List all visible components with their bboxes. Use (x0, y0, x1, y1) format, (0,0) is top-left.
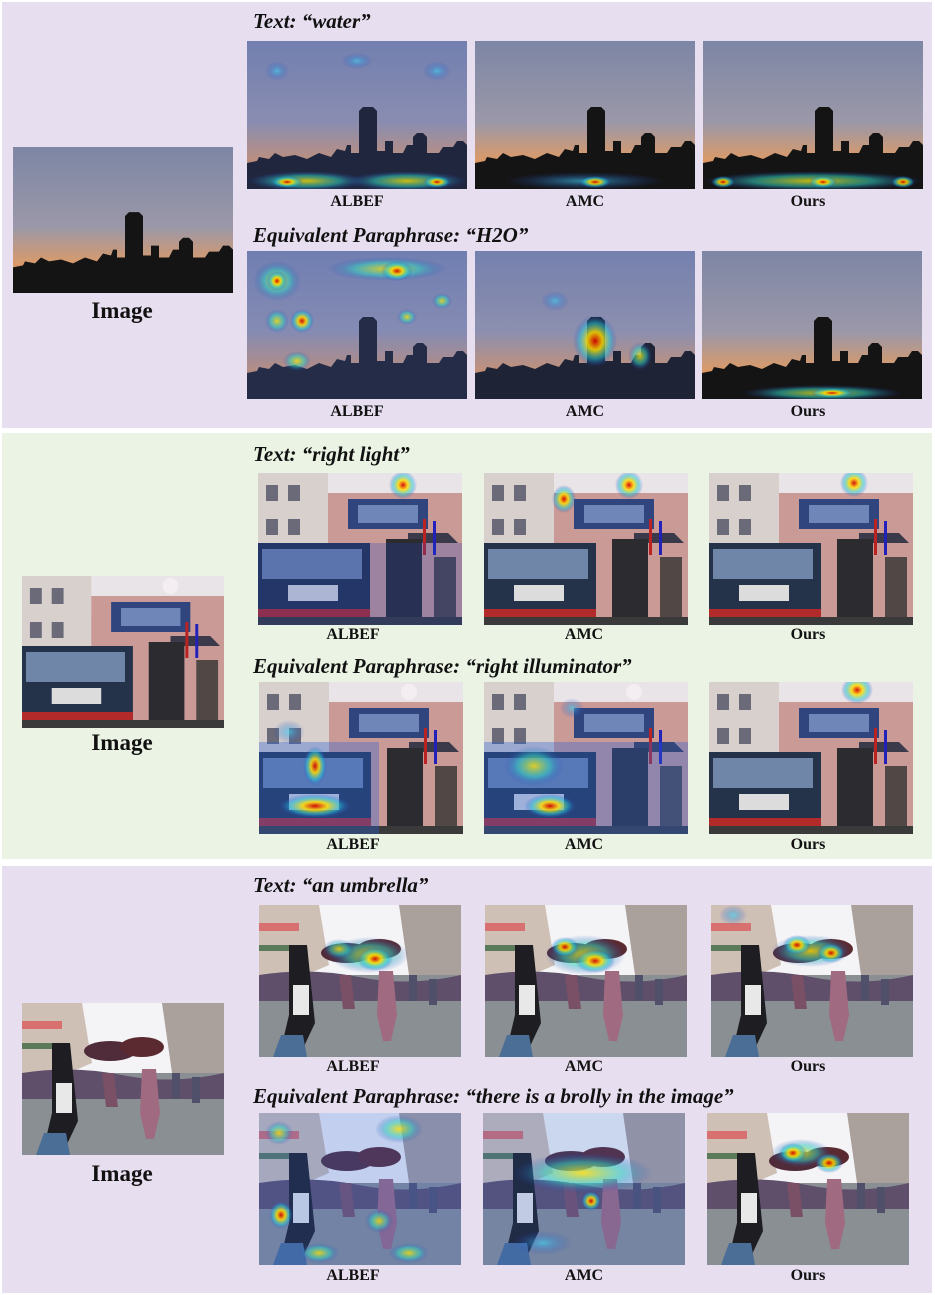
heatmap-albef (259, 1113, 461, 1265)
method-label-amc: AMC (565, 403, 605, 420)
method-label-ours: Ours (790, 1058, 826, 1075)
heatmap-ours (703, 41, 923, 189)
heatmap-ours (711, 905, 913, 1057)
heatmap-ours (709, 682, 913, 834)
source-image-city (13, 147, 233, 293)
paraphrase-heading: Equivalent Paraphrase: “there is a broll… (253, 1084, 734, 1108)
method-label-albef: ALBEF (326, 1267, 380, 1284)
heatmap-amc (485, 905, 687, 1057)
method-label-amc: AMC (565, 193, 605, 210)
heatmap-ours (707, 1113, 909, 1265)
method-label-amc: AMC (564, 1058, 604, 1075)
heatmap-albef (247, 251, 467, 399)
method-label-amc: AMC (564, 626, 604, 643)
heatmap-amc (484, 682, 688, 834)
heatmap-ours (702, 251, 922, 399)
heatmap-amc (483, 1113, 685, 1265)
heatmap-amc (484, 473, 688, 625)
image-caption: Image (91, 730, 153, 755)
method-label-amc: AMC (564, 836, 604, 853)
source-image-street (22, 576, 224, 728)
method-label-albef: ALBEF (330, 193, 384, 210)
method-label-amc: AMC (564, 1267, 604, 1284)
heatmap-amc (475, 251, 695, 399)
paraphrase-heading: Equivalent Paraphrase: “H2O” (253, 223, 529, 247)
heatmap-ours (709, 473, 913, 625)
method-label-ours: Ours (790, 1267, 826, 1284)
method-label-albef: ALBEF (326, 626, 380, 643)
paraphrase-heading: Equivalent Paraphrase: “right illuminato… (253, 654, 632, 678)
method-label-ours: Ours (790, 193, 826, 210)
method-label-ours: Ours (790, 626, 826, 643)
image-caption: Image (91, 1161, 153, 1186)
heatmap-albef (259, 682, 463, 834)
method-label-albef: ALBEF (330, 403, 384, 420)
heatmap-amc (475, 41, 695, 189)
text-query-heading: Text: “water” (253, 9, 371, 33)
method-label-ours: Ours (790, 403, 826, 420)
text-query-heading: Text: “right light” (253, 442, 410, 466)
heatmap-albef (258, 473, 462, 625)
method-label-albef: ALBEF (326, 836, 380, 853)
method-label-albef: ALBEF (326, 1058, 380, 1075)
method-label-ours: Ours (790, 836, 826, 853)
image-caption: Image (91, 298, 153, 323)
text-query-heading: Text: “an umbrella” (253, 873, 429, 897)
source-image-parade (22, 1003, 224, 1155)
heatmap-albef (247, 41, 467, 189)
heatmap-albef (259, 905, 461, 1057)
